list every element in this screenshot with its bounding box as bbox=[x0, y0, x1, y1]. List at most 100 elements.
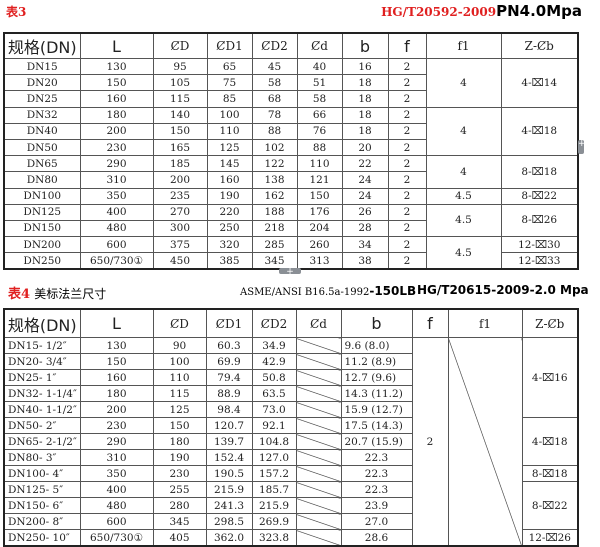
cell: 73.0 bbox=[251, 401, 297, 418]
cell: 200 bbox=[79, 122, 154, 140]
cell: DN250- 10″ bbox=[3, 529, 81, 547]
cell: 127.0 bbox=[251, 449, 297, 466]
cell: DN50- 2″ bbox=[3, 417, 81, 434]
cell: 2 bbox=[387, 252, 427, 270]
cell: 150 bbox=[152, 417, 207, 434]
d-cell-blank bbox=[295, 369, 342, 386]
column-header: ȻD1 bbox=[205, 308, 253, 338]
cell: 190.5 bbox=[205, 465, 253, 482]
column-header: f bbox=[387, 32, 427, 59]
cell: 190 bbox=[152, 449, 207, 466]
cell: DN100- 4″ bbox=[3, 465, 81, 482]
table-row: DN125 400 270 220 188 176 26 2 4.5 8-⌧26 bbox=[3, 203, 579, 238]
cell: 28 bbox=[341, 219, 389, 238]
cell: 650/730① bbox=[79, 252, 154, 270]
cell: 125 bbox=[206, 138, 253, 157]
bolt-hole-cell: 8-⌧22 bbox=[500, 187, 579, 205]
cell: 2 bbox=[387, 187, 427, 205]
column-header: f1 bbox=[425, 32, 502, 59]
cell: 300 bbox=[152, 219, 208, 238]
cell: DN40 bbox=[3, 122, 81, 140]
cell: 255 bbox=[152, 481, 207, 498]
cell: 230 bbox=[79, 138, 154, 157]
column-header: f1 bbox=[447, 308, 523, 338]
cell: 51 bbox=[296, 74, 343, 92]
cell: 26 bbox=[341, 203, 389, 221]
table4-title: 美标法兰尺寸 bbox=[34, 287, 107, 301]
resize-handle-bottom[interactable]: + bbox=[279, 268, 301, 277]
cell: DN80 bbox=[3, 171, 81, 189]
cell: 180 bbox=[79, 106, 154, 124]
cell: 140 bbox=[152, 106, 208, 124]
cell: 2 bbox=[387, 57, 427, 76]
cell: 22.3 bbox=[340, 449, 413, 466]
cell: DN200 bbox=[3, 236, 81, 254]
cell: 24 bbox=[341, 187, 389, 205]
cell: 18 bbox=[341, 90, 389, 108]
table-row: DN80- 3″ 310 190 152.4 127.0 22.3 bbox=[3, 449, 578, 466]
bolt-hole-cell: 4-⌧16 bbox=[521, 337, 579, 418]
column-header: L bbox=[79, 32, 154, 59]
cell: 130 bbox=[79, 57, 154, 76]
cell: 11.2 (8.9) bbox=[340, 353, 413, 370]
cell: DN15- 1/2″ bbox=[3, 337, 81, 354]
bolt-hole-cell: 12-⌧33 bbox=[500, 252, 579, 270]
cell: 122 bbox=[251, 155, 298, 173]
cell: 345 bbox=[251, 252, 298, 270]
cell: 2 bbox=[387, 219, 427, 238]
cell: 2 bbox=[387, 171, 427, 189]
f1-cell: 4 bbox=[425, 58, 502, 108]
cell: 110 bbox=[296, 155, 343, 173]
cell: 66 bbox=[296, 106, 343, 124]
cell: 145 bbox=[206, 155, 253, 173]
table4-caption: 表4 美标法兰尺寸 bbox=[8, 283, 106, 302]
cell: 38 bbox=[341, 252, 389, 270]
d-cell-blank bbox=[295, 353, 342, 370]
d-cell-blank bbox=[295, 481, 342, 498]
cell: 88 bbox=[251, 122, 298, 140]
cell: 200 bbox=[152, 171, 208, 189]
table3-standard-code: HG/T20592-2009 bbox=[381, 5, 497, 19]
cell: 600 bbox=[79, 236, 154, 254]
column-header: Z-Ȼb bbox=[521, 308, 579, 338]
cell: 12.7 (9.6) bbox=[340, 369, 413, 386]
cell: 185 bbox=[152, 155, 208, 173]
d-cell-blank bbox=[295, 385, 342, 402]
cell: 310 bbox=[79, 171, 154, 189]
d-cell-blank bbox=[295, 401, 342, 418]
cell: 385 bbox=[206, 252, 253, 270]
cell: 180 bbox=[79, 385, 154, 402]
bolt-hole-cell: 8-⌧22 bbox=[521, 481, 579, 530]
d-cell-blank bbox=[295, 417, 342, 434]
cell: 75 bbox=[206, 74, 253, 92]
column-header: ȻD2 bbox=[251, 308, 297, 338]
cell: 115 bbox=[152, 90, 208, 108]
bolt-hole-cell: 8-⌧18 bbox=[521, 465, 579, 482]
cell: 2 bbox=[387, 106, 427, 124]
cell: 58 bbox=[296, 90, 343, 108]
bolt-hole-cell: 8-⌧18 bbox=[500, 155, 579, 189]
table-row: DN125- 5″ 400 255 215.9 185.7 22.3 8-⌧22 bbox=[3, 481, 579, 530]
cell: 88 bbox=[296, 138, 343, 157]
table3-standard: HG/T20592-2009PN4.0Mpa bbox=[381, 2, 582, 20]
column-header: Ȼd bbox=[295, 308, 342, 338]
cell: 2 bbox=[387, 122, 427, 140]
column-header: 规格(DN) bbox=[3, 32, 81, 59]
cell: 298.5 bbox=[205, 513, 253, 530]
cell: 160 bbox=[79, 90, 154, 108]
cell: 121 bbox=[296, 171, 343, 189]
cell: 241.3 bbox=[205, 497, 253, 514]
f1-cell: 4 bbox=[425, 106, 502, 157]
cell: 95 bbox=[152, 57, 208, 76]
cell: DN125- 5″ bbox=[3, 481, 81, 498]
cell: 18 bbox=[341, 106, 389, 124]
cell: 350 bbox=[79, 187, 154, 205]
cell: 110 bbox=[152, 369, 207, 386]
cell: 69.9 bbox=[205, 353, 253, 370]
cell: 150 bbox=[296, 187, 343, 205]
column-header: ȻD1 bbox=[206, 32, 253, 59]
cell: 79.4 bbox=[205, 369, 253, 386]
cell: DN25 bbox=[3, 90, 81, 108]
cell: 215.9 bbox=[251, 497, 297, 514]
resize-handle-right[interactable]: + bbox=[578, 140, 586, 154]
